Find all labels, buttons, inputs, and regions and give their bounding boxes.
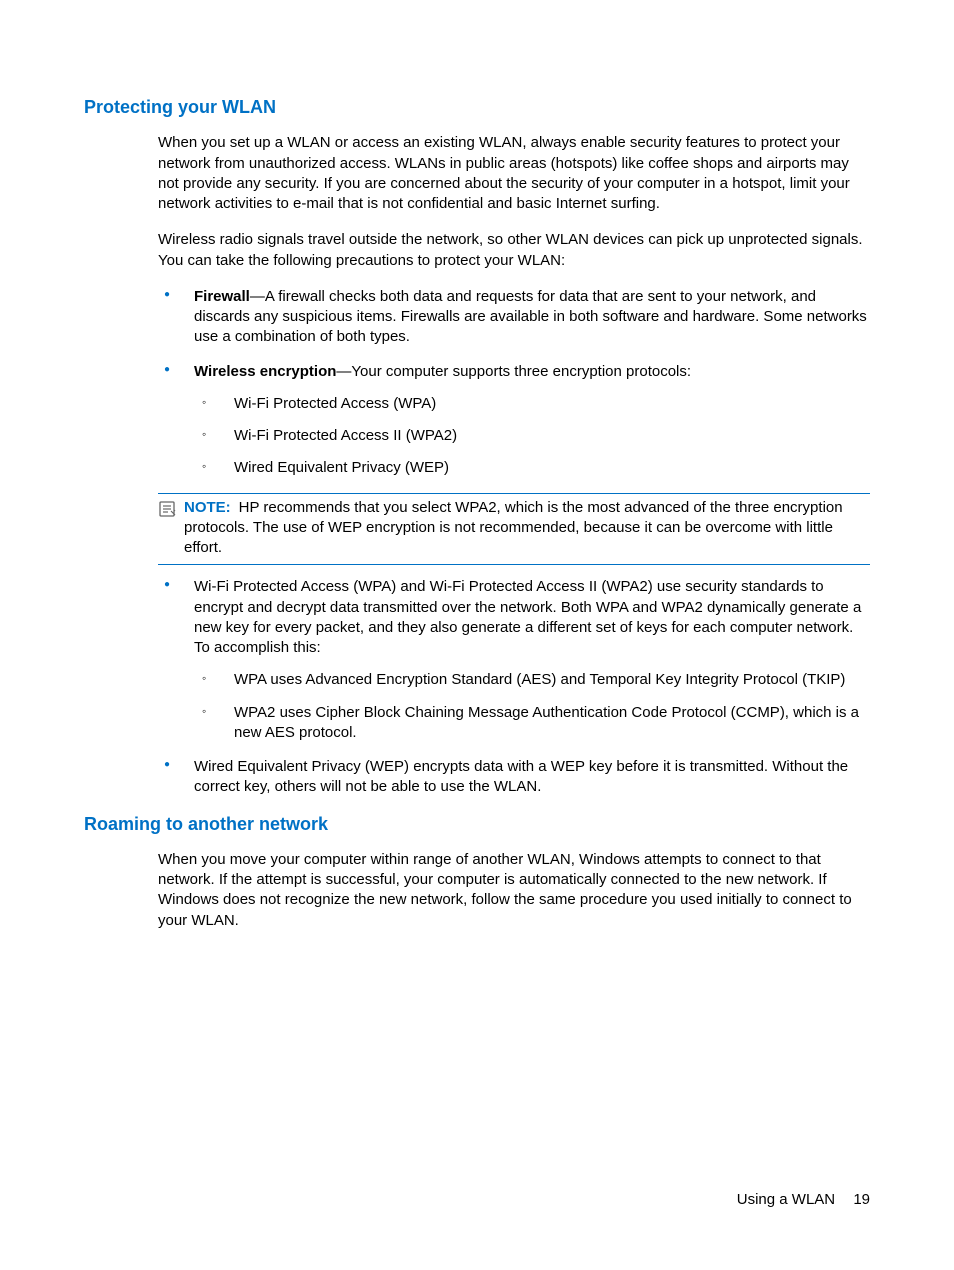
section1b-body: Wi-Fi Protected Access (WPA) and Wi-Fi P… — [158, 577, 870, 797]
list-item: WPA2 uses Cipher Block Chaining Message … — [194, 703, 870, 744]
sub-list: WPA uses Advanced Encryption Standard (A… — [194, 670, 870, 743]
list-item: Wired Equivalent Privacy (WEP) encrypts … — [158, 757, 870, 798]
list-item: Wired Equivalent Privacy (WEP) — [194, 458, 870, 478]
note-text: HP recommends that you select WPA2, whic… — [184, 499, 843, 557]
list-item: Wi-Fi Protected Access II (WPA2) — [194, 426, 870, 446]
section2-body: When you move your computer within range… — [158, 850, 870, 931]
paragraph: Wi-Fi Protected Access (WPA) and Wi-Fi P… — [194, 578, 861, 656]
term-wireless-encryption: Wireless encryption — [194, 363, 336, 380]
note-label: NOTE: — [184, 499, 231, 516]
page-footer: Using a WLAN 19 — [737, 1190, 870, 1210]
bullet-list: Wi-Fi Protected Access (WPA) and Wi-Fi P… — [158, 577, 870, 797]
list-item: Wi-Fi Protected Access (WPA) and Wi-Fi P… — [158, 577, 870, 743]
term-wireless-encryption-desc: —Your computer supports three encryption… — [336, 363, 691, 380]
list-item: Wi-Fi Protected Access (WPA) — [194, 394, 870, 414]
list-item: Wireless encryption—Your computer suppor… — [158, 362, 870, 479]
list-item: Firewall—A firewall checks both data and… — [158, 287, 870, 348]
note-icon — [158, 499, 178, 525]
page-number: 19 — [853, 1191, 870, 1208]
note-box: NOTE:HP recommends that you select WPA2,… — [158, 493, 870, 566]
list-item: WPA uses Advanced Encryption Standard (A… — [194, 670, 870, 690]
section1-body: When you set up a WLAN or access an exis… — [158, 133, 870, 478]
footer-section: Using a WLAN — [737, 1191, 835, 1208]
heading-protecting-wlan: Protecting your WLAN — [84, 95, 870, 119]
note-content: NOTE:HP recommends that you select WPA2,… — [184, 498, 870, 559]
paragraph: When you set up a WLAN or access an exis… — [158, 133, 870, 214]
bullet-list: Firewall—A firewall checks both data and… — [158, 287, 870, 479]
heading-roaming: Roaming to another network — [84, 812, 870, 836]
paragraph: When you move your computer within range… — [158, 850, 870, 931]
term-firewall-desc: —A firewall checks both data and request… — [194, 288, 867, 346]
paragraph: Wireless radio signals travel outside th… — [158, 230, 870, 271]
document-page: Protecting your WLAN When you set up a W… — [0, 0, 954, 931]
term-firewall: Firewall — [194, 288, 250, 305]
sub-list: Wi-Fi Protected Access (WPA) Wi-Fi Prote… — [194, 394, 870, 479]
